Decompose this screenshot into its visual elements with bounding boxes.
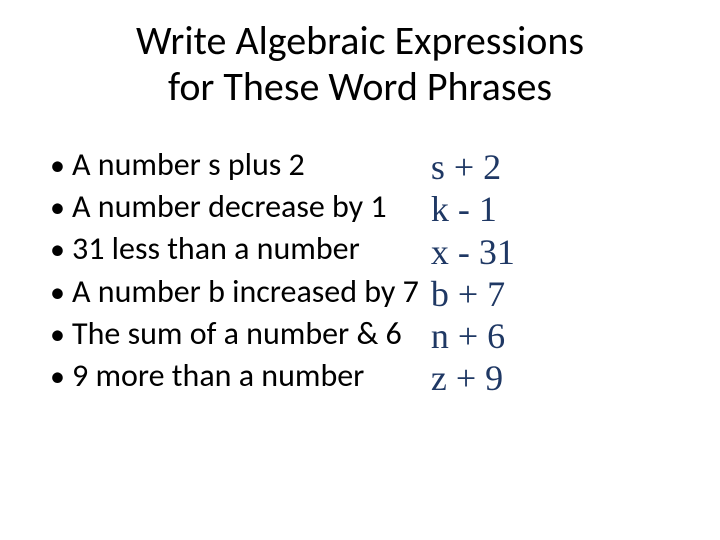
slide-title: Write Algebraic Expressions for These Wo… xyxy=(40,18,680,110)
list-item: 9 more than a number xyxy=(50,355,419,397)
list-item: A number decrease by 1 xyxy=(50,186,419,228)
title-line-2: for These Word Phrases xyxy=(168,62,552,111)
phrase-text: 31 less than a number xyxy=(72,228,360,270)
phrase-text: A number decrease by 1 xyxy=(72,186,387,228)
answer-expression: k - 1 xyxy=(431,188,515,230)
answer-expression: x - 31 xyxy=(431,231,515,273)
list-item: 31 less than a number xyxy=(50,228,419,270)
answer-column: s + 2 k - 1 x - 31 b + 7 n + 6 z + 9 xyxy=(419,144,515,400)
title-line-1: Write Algebraic Expressions xyxy=(136,16,584,65)
answer-expression: z + 9 xyxy=(431,357,515,399)
answer-expression: b + 7 xyxy=(431,273,515,315)
content-area: A number s plus 2 A number decrease by 1… xyxy=(40,144,680,400)
list-item: A number s plus 2 xyxy=(50,144,419,186)
answer-expression: n + 6 xyxy=(431,315,515,357)
phrase-text: A number s plus 2 xyxy=(72,144,305,186)
answer-expression: s + 2 xyxy=(431,146,515,188)
list-item: The sum of a number & 6 xyxy=(50,313,419,355)
phrase-text: 9 more than a number xyxy=(72,355,364,397)
slide: Write Algebraic Expressions for These Wo… xyxy=(0,0,720,540)
phrase-text: A number b increased by 7 xyxy=(72,271,419,313)
phrase-list: A number s plus 2 A number decrease by 1… xyxy=(40,144,419,397)
list-item: A number b increased by 7 xyxy=(50,271,419,313)
phrase-text: The sum of a number & 6 xyxy=(72,313,402,355)
